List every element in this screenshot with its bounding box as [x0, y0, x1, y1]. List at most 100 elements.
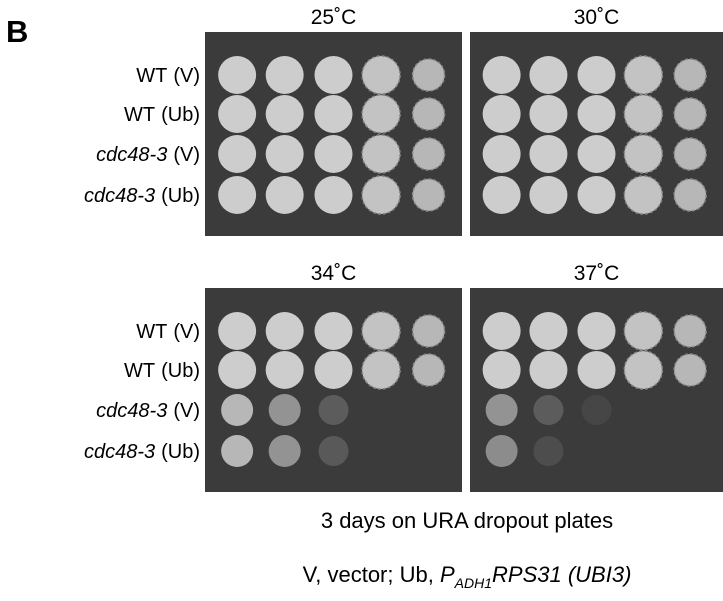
colony-spot — [483, 312, 521, 350]
caption-line: 3 days on URA dropout plates — [321, 508, 613, 533]
colony-spot — [533, 436, 563, 466]
colony-spot — [221, 394, 253, 426]
colony-spot — [218, 176, 256, 214]
temperature-label: 34˚C — [311, 262, 357, 285]
panel-label: B — [6, 14, 28, 49]
temperature-label: 25˚C — [311, 6, 357, 29]
strain-name: WT — [136, 65, 167, 87]
colony-spot — [582, 395, 612, 425]
colony-spot — [578, 351, 616, 389]
colony-spot — [218, 312, 256, 350]
strain-name: WT — [124, 104, 155, 126]
temperature-label: 37˚C — [574, 262, 620, 285]
colony-spot — [483, 351, 521, 389]
colony-spot — [266, 95, 304, 133]
construct-name: (V) — [173, 144, 200, 166]
colony-spot — [269, 394, 301, 426]
strain-name: cdc48-3 — [84, 441, 155, 463]
colony-spot — [674, 98, 706, 130]
colony-spot — [529, 56, 567, 94]
colony-spot — [413, 138, 445, 170]
colony-spot — [413, 354, 445, 386]
colony-spot — [533, 395, 563, 425]
colony-spot — [624, 95, 662, 133]
colony-spot — [319, 395, 349, 425]
colony-spot — [315, 176, 353, 214]
construct-name: (V) — [173, 321, 200, 343]
colony-spot — [362, 95, 400, 133]
construct-name: (Ub) — [161, 104, 200, 126]
colony-spot — [269, 435, 301, 467]
colony-spot — [218, 135, 256, 173]
colony-spot — [413, 179, 445, 211]
strain-label: cdc48-3 (V) — [96, 144, 200, 166]
colony-spot — [483, 95, 521, 133]
construct-name: (Ub) — [161, 185, 200, 207]
colony-spot — [315, 56, 353, 94]
colony-spot — [483, 176, 521, 214]
colony-spot — [221, 435, 253, 467]
colony-spot — [362, 176, 400, 214]
colony-spot — [266, 312, 304, 350]
figure: B 3 days on URA dropout plates V, vector… — [0, 0, 723, 596]
temperature-label: 30˚C — [574, 6, 620, 29]
colony-spot — [413, 59, 445, 91]
colony-spot — [624, 135, 662, 173]
strain-label: cdc48-3 (Ub) — [84, 185, 200, 207]
colony-spot — [578, 95, 616, 133]
colony-spot — [578, 56, 616, 94]
colony-spot — [483, 135, 521, 173]
colony-spot — [624, 351, 662, 389]
colony-spot — [529, 95, 567, 133]
strain-label: WT (Ub) — [124, 360, 200, 382]
colony-spot — [578, 312, 616, 350]
colony-spot — [218, 351, 256, 389]
construct-name: (Ub) — [161, 441, 200, 463]
colony-spot — [315, 95, 353, 133]
colony-spot — [218, 95, 256, 133]
strain-name: cdc48-3 — [96, 144, 167, 166]
colony-spot — [486, 435, 518, 467]
colony-spot — [315, 351, 353, 389]
construct-name: (Ub) — [161, 360, 200, 382]
strain-name: WT — [136, 321, 167, 343]
strain-label: WT (V) — [136, 65, 200, 87]
colony-spot — [362, 135, 400, 173]
strain-label: WT (V) — [136, 321, 200, 343]
strain-name: WT — [124, 360, 155, 382]
colony-spot — [413, 98, 445, 130]
caption-gene: RPS31 (UBI3) — [492, 562, 631, 587]
colony-spot — [624, 176, 662, 214]
colony-spot — [266, 135, 304, 173]
caption-text: V, vector; Ub, — [303, 562, 440, 587]
colony-spot — [529, 312, 567, 350]
colony-spot — [362, 351, 400, 389]
colony-spot — [483, 56, 521, 94]
colony-spot — [315, 312, 353, 350]
strain-name: cdc48-3 — [84, 185, 155, 207]
colony-spot — [529, 351, 567, 389]
colony-spot — [624, 312, 662, 350]
colony-spot — [315, 135, 353, 173]
colony-spot — [624, 56, 662, 94]
caption-line: V, vector; Ub, PADH1RPS31 (UBI3) — [303, 562, 632, 591]
colony-spot — [674, 179, 706, 211]
colony-spot — [362, 56, 400, 94]
colony-spot — [319, 436, 349, 466]
colony-spot — [529, 135, 567, 173]
colony-spot — [674, 315, 706, 347]
colony-spot — [486, 394, 518, 426]
colony-spot — [266, 351, 304, 389]
caption-gene-letter: P — [440, 562, 455, 587]
caption-subscript: ADH1 — [454, 575, 492, 591]
colony-spot — [529, 176, 567, 214]
colony-spot — [674, 354, 706, 386]
colony-spot — [266, 176, 304, 214]
colony-spot — [362, 312, 400, 350]
strain-label: WT (Ub) — [124, 104, 200, 126]
colony-spot — [218, 56, 256, 94]
colony-spot — [578, 176, 616, 214]
strain-name: cdc48-3 — [96, 400, 167, 422]
construct-name: (V) — [173, 65, 200, 87]
construct-name: (V) — [173, 400, 200, 422]
